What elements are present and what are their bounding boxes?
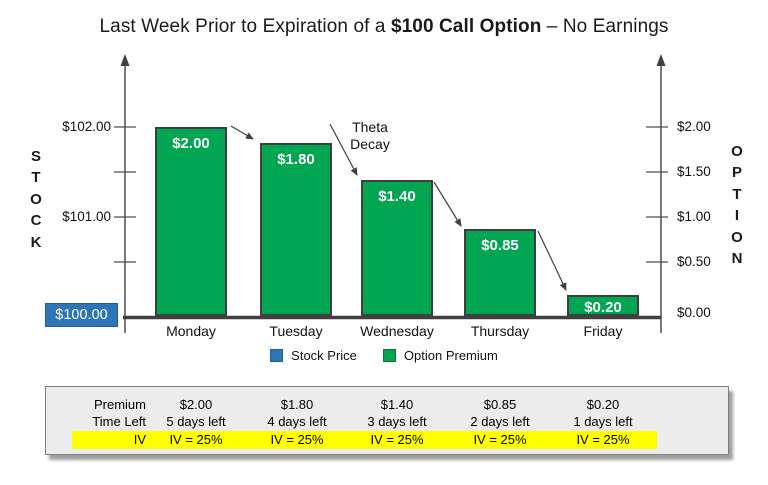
stock-axis-letter: O [30, 191, 42, 208]
table-cell: IV = 25% [270, 432, 324, 447]
axis-arrowhead-icon [120, 54, 130, 66]
bar-value-label: $2.00 [172, 135, 210, 152]
legend: Stock Price Option Premium [0, 348, 768, 363]
theta-decay-arrow [537, 230, 567, 291]
option-axis-letter: O [731, 229, 743, 246]
stock-price-swatch-icon [270, 349, 284, 362]
bar-value-label: $1.40 [378, 188, 416, 205]
legend-label-stock-price: Stock Price [291, 348, 357, 363]
theta-decay-annotation: Theta Decay [330, 119, 410, 153]
option-axis-letter: N [731, 250, 743, 267]
day-label-friday: Friday [583, 323, 623, 339]
bar-tuesday [260, 143, 332, 316]
table-cell: $1.80 [280, 397, 314, 412]
stock-axis-letter: S [30, 148, 41, 165]
stock-tick-label: $101.00 [62, 209, 111, 224]
option-axis-letter: I [734, 207, 740, 224]
option-axis-letter: T [732, 186, 742, 203]
chart-title: Last Week Prior to Expiration of a $100 … [0, 16, 768, 38]
stock-axis-letter: K [30, 234, 42, 251]
table-cell: $1.40 [380, 397, 414, 412]
table-row-label-time-left: Time Left [92, 414, 146, 429]
bar-value-label: $1.80 [277, 151, 315, 168]
chart-title-post: – No Earnings [541, 16, 669, 37]
option-axis-letter: O [731, 143, 743, 160]
iv-highlight-band [72, 431, 657, 449]
table-cell: $2.00 [179, 397, 213, 412]
legend-item-stock-price: Stock Price [270, 348, 357, 363]
chart-title-pre: Last Week Prior to Expiration of a [99, 16, 391, 37]
day-label-thursday: Thursday [470, 323, 530, 339]
legend-item-option-premium: Option Premium [382, 348, 498, 363]
table-cell: 2 days left [470, 414, 530, 429]
table-row-label-iv: IV [133, 432, 146, 447]
table-cell: 3 days left [367, 414, 427, 429]
option-tick-label: $2.00 [677, 119, 711, 134]
theta-decay-arrow [433, 181, 462, 227]
axis-arrowhead-icon [656, 54, 666, 66]
table-cell: IV = 25% [370, 432, 424, 447]
bar-value-label: $0.85 [481, 237, 519, 254]
day-label-wednesday: Wednesday [360, 323, 434, 339]
legend-label-option-premium: Option Premium [403, 348, 498, 363]
table-cell: 1 days left [573, 414, 633, 429]
stock-axis-letter: T [31, 169, 41, 186]
option-tick-label: $1.50 [677, 164, 711, 179]
bar-friday [567, 295, 639, 316]
stock-tick-label: $102.00 [62, 119, 111, 134]
option-tick-label: $1.00 [677, 209, 711, 224]
table-row-label-premium: Premium [93, 397, 146, 412]
day-label-tuesday: Tuesday [269, 323, 323, 339]
chart-title-bold: $100 Call Option [390, 16, 542, 37]
option-premium-swatch-icon [382, 349, 396, 362]
theta-decay-arrow [230, 125, 254, 140]
option-tick-label: $0.00 [677, 305, 711, 320]
table-cell: IV = 25% [576, 432, 630, 447]
table-cell: IV = 25% [473, 432, 527, 447]
theta-decay-line2: Decay [350, 136, 390, 152]
option-axis-letter: P [731, 164, 742, 181]
table-cell: 5 days left [166, 414, 226, 429]
table-cell: 4 days left [267, 414, 327, 429]
bar-thursday [464, 229, 536, 316]
day-label-monday: Monday [166, 323, 216, 339]
stock-price-label: $100.00 [55, 307, 108, 323]
theta-decay-line1: Theta [352, 119, 388, 135]
bar-wednesday [361, 180, 433, 316]
table-cell: $0.20 [586, 397, 620, 412]
bar-monday [155, 127, 227, 316]
bar-value-label: $0.20 [584, 299, 622, 316]
option-tick-label: $0.50 [677, 254, 711, 269]
stock-axis-letter: C [30, 212, 42, 229]
table-cell: $0.85 [483, 397, 517, 412]
stock-price-box: $100.00 [45, 303, 118, 327]
table-cell: IV = 25% [169, 432, 223, 447]
